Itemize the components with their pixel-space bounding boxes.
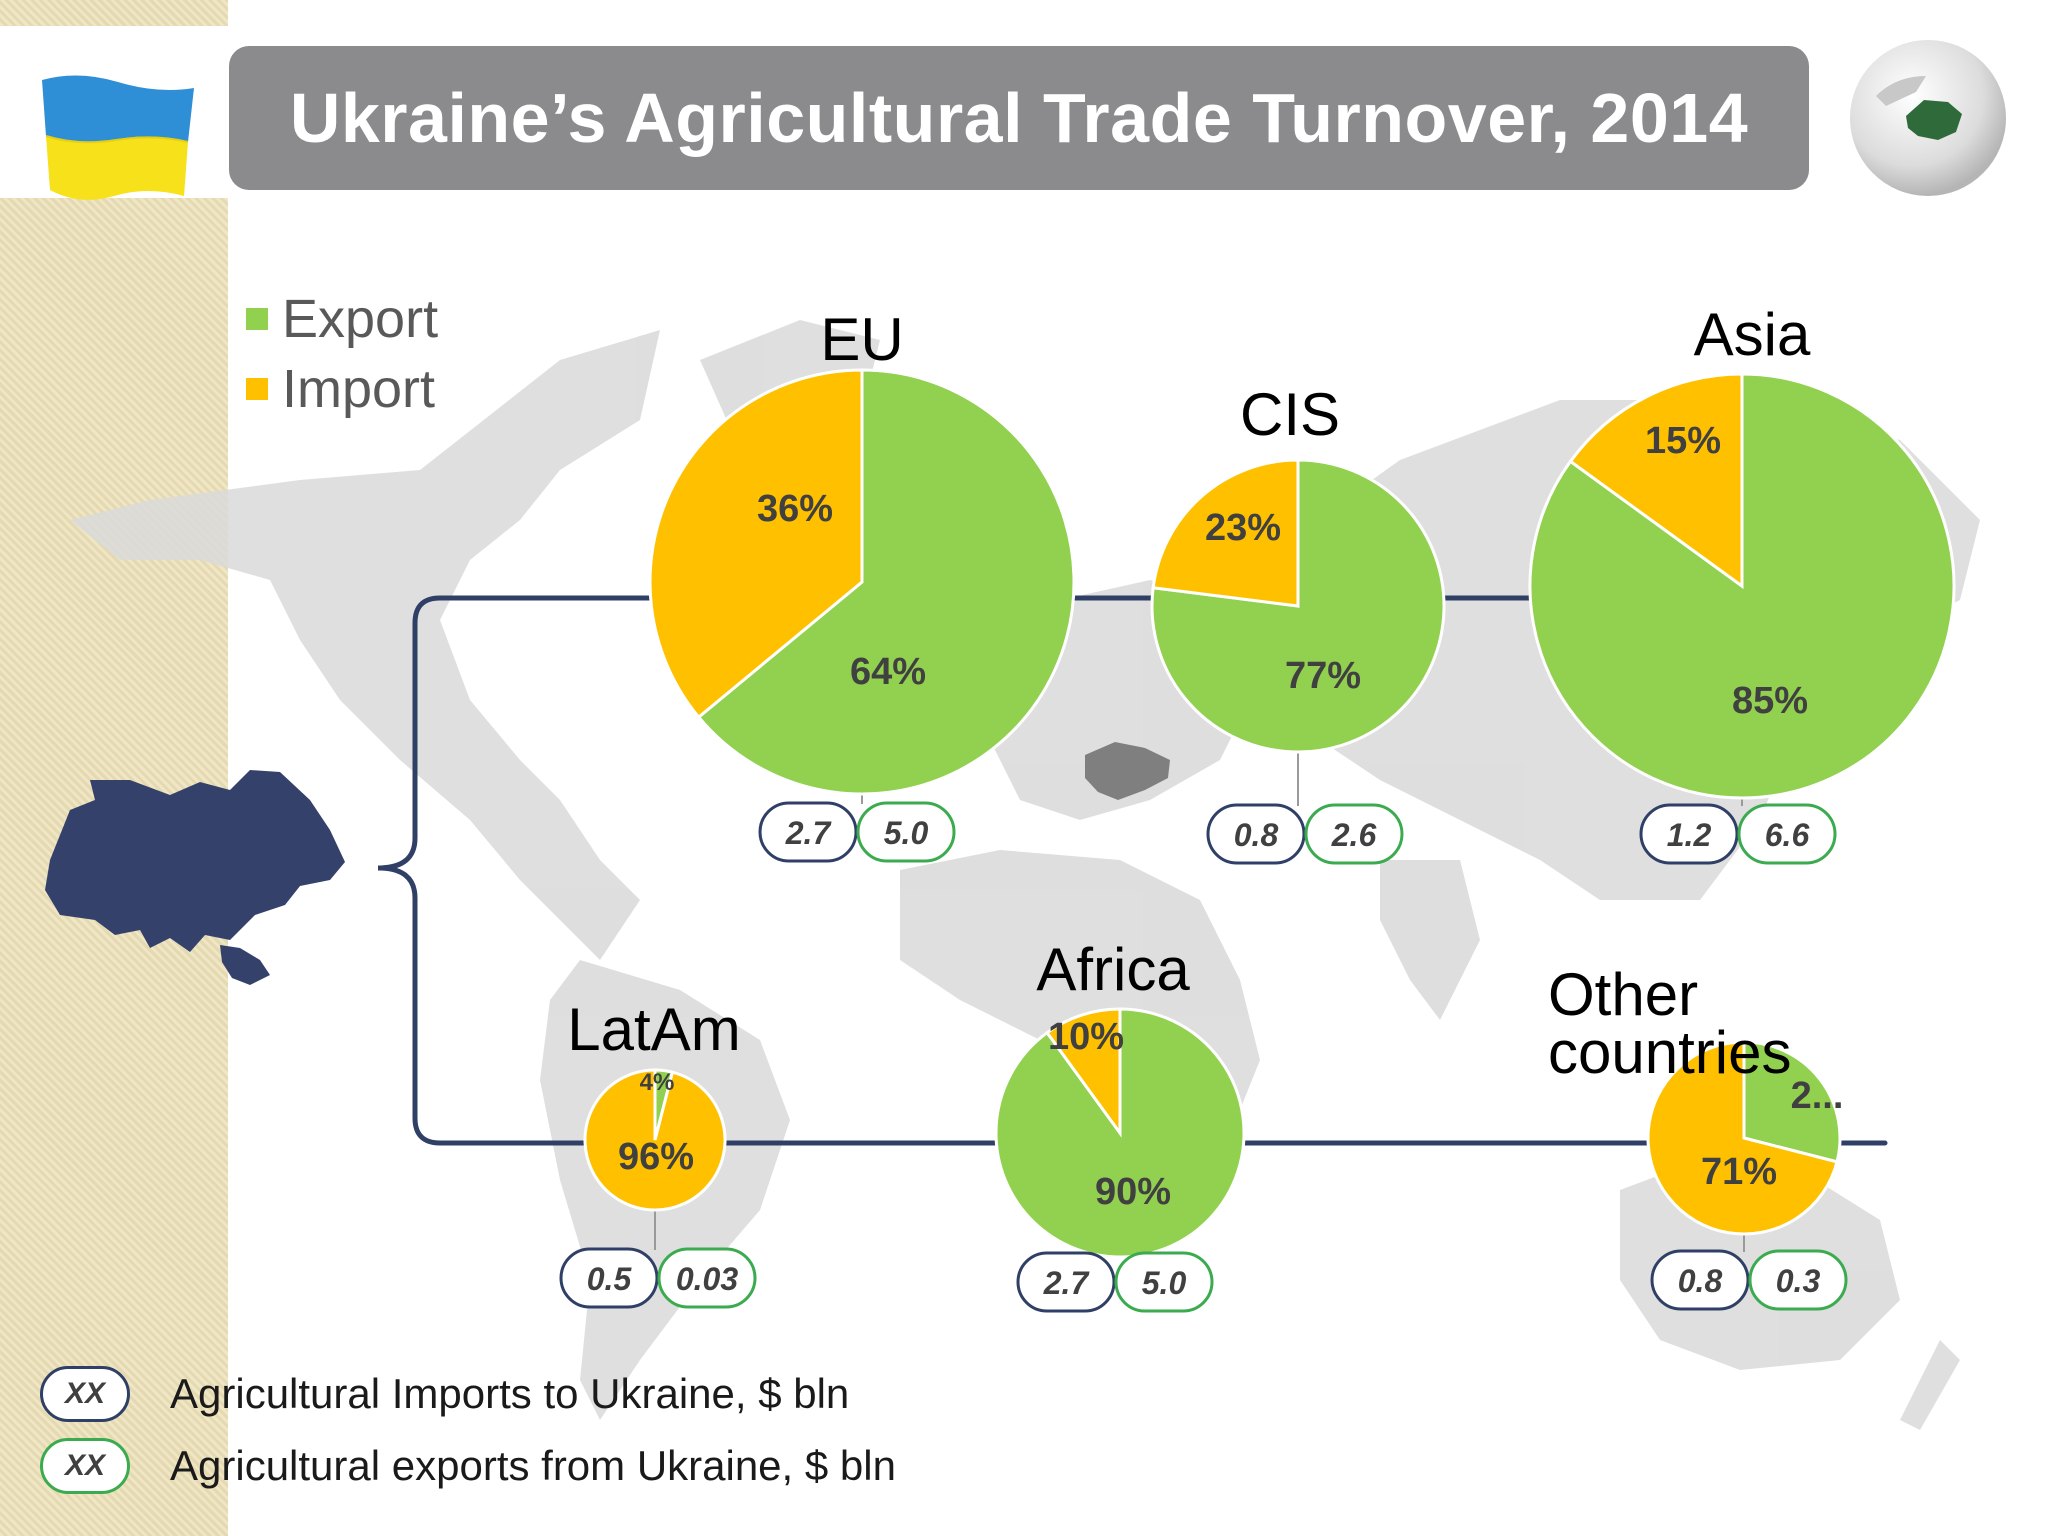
pill-imports-value-latam: 0.5 [587,1261,633,1297]
key-row-imports: XX Agricultural Imports to Ukraine, $ bl… [40,1358,896,1430]
slice-import-eu [648,368,864,720]
pill-exports-eu [856,801,956,863]
pill-exports-value-other-countries: 0.3 [1776,1263,1821,1299]
slice-export-asia [1528,372,1956,800]
region-title-line-2: countries [1548,1019,1791,1086]
value-key: XX Agricultural Imports to Ukraine, $ bl… [40,1358,896,1502]
value-pills-cis: 0.8 2.6 [1206,803,1404,865]
pill-imports-value-africa: 2.7 [1043,1265,1091,1301]
slice-export-other-countries [1742,1040,1842,1164]
data-label-export-cis: 77% [1285,655,1361,697]
data-label-import-africa: 10% [1048,1016,1124,1058]
slice-export-eu [696,368,1076,796]
value-pills-eu: 2.7 5.0 [758,801,956,863]
region-title-cis: CIS [1240,381,1340,448]
pill-imports-asia [1639,803,1739,865]
connector-lines [377,595,1888,1146]
pill-imports-value-cis: 0.8 [1234,817,1279,853]
india-shape [1380,860,1480,1020]
pill-imports-africa [1016,1251,1116,1313]
legend-label-export: Export [282,289,439,349]
pill-exports-value-asia: 6.6 [1765,817,1810,853]
ukraine-map-icon [45,770,345,985]
data-label-import-asia: 15% [1645,420,1721,462]
north-america-shape [70,330,660,960]
pill-exports-value-eu: 5.0 [884,815,929,851]
key-text-exports: Agricultural exports from Ukraine, $ bln [170,1442,896,1489]
pill-exports-value-latam: 0.03 [676,1261,738,1297]
pill-imports-cis [1206,803,1306,865]
ukraine-flag-icon [42,75,194,200]
region-title-asia: Asia [1694,301,1811,368]
pill-imports-value-other-countries: 0.8 [1678,1263,1723,1299]
pie-asia: Asia 15% 85% 1.2 6.6 [1528,301,1956,865]
pill-exports-other-countries [1748,1249,1848,1311]
legend-swatch-import [246,378,268,400]
value-pills-africa: 2.7 5.0 [1016,1251,1214,1313]
data-label-export-africa: 90% [1095,1171,1171,1213]
value-pills-other-countries: 0.8 0.3 [1650,1249,1848,1311]
data-label-import-eu: 36% [757,488,833,530]
legend-swatch-export [246,308,268,330]
data-label-export-asia: 85% [1732,680,1808,722]
pies-group: EU 36% 64% 2.7 5.0 CIS 23% 77% 0.8 2.6 Asia 15% 85% 1… [559,301,1956,1313]
value-pills-latam: 0.5 0.03 [559,1247,757,1309]
value-pills-asia: 1.2 6.6 [1639,803,1837,865]
key-pill-exports: XX [40,1438,130,1494]
slice-import-cis [1151,458,1300,608]
key-text-imports: Agricultural Imports to Ukraine, $ bln [170,1370,850,1417]
pill-exports-latam [657,1247,757,1309]
pill-exports-cis [1304,803,1404,865]
decorative-side-strip [0,0,228,1536]
globe-china-icon [1850,40,2006,196]
slice-import-latam [583,1068,727,1212]
pill-imports-other-countries [1650,1249,1750,1311]
page-title: Ukraine’s Agricultural Trade Turnover, 2… [229,46,1809,190]
new-zealand-shape [1900,1340,1960,1430]
legend-item-import: Import [246,354,438,424]
data-label-export-eu: 64% [850,651,926,693]
pill-imports-value-eu: 2.7 [785,815,833,851]
flag-panel [0,26,228,200]
pill-imports-eu [758,801,858,863]
slice-import-asia [1568,372,1744,589]
slice-import-other-countries [1646,1040,1839,1236]
region-title-eu: EU [820,306,903,373]
pie-cis: CIS 23% 77% 0.8 2.6 [1150,381,1446,865]
map-ukraine-highlight [1085,742,1170,800]
pie-eu: EU 36% 64% 2.7 5.0 [648,306,1076,863]
connector-bracket [377,595,1888,1146]
region-title-africa: Africa [1036,936,1190,1003]
pill-exports-asia [1737,803,1837,865]
pill-exports-value-africa: 5.0 [1142,1265,1187,1301]
region-title-line-1: Other [1548,961,1698,1028]
pie-africa: Africa 10% 90% 2.7 5.0 [994,936,1246,1313]
data-label-import-latam: 96% [618,1136,694,1178]
pill-exports-value-cis: 2.6 [1331,817,1377,853]
legend-label-import: Import [282,359,436,419]
pill-imports-latam [559,1247,659,1309]
data-label-import-other-countries: 71% [1701,1151,1777,1193]
pie-latam: LatAm 96% 4% 0.5 0.03 [559,996,757,1309]
region-title-other-countries: Other countries [1548,961,1791,1086]
legend-item-export: Export [246,284,438,354]
key-row-exports: XX Agricultural exports from Ukraine, $ … [40,1430,896,1502]
data-label-export-other-countries: 2... [1791,1075,1844,1117]
region-title-latam: LatAm [567,996,740,1063]
pill-imports-value-asia: 1.2 [1667,817,1712,853]
pill-exports-africa [1114,1251,1214,1313]
slice-import-africa [1045,1007,1122,1138]
key-pill-imports: XX [40,1366,130,1422]
chart-legend: Export Import [246,284,438,424]
data-label-import-cis: 23% [1205,507,1281,549]
pie-other-countries: Other countries 71% 2... 0.8 0.3 [1548,961,1848,1311]
data-label-export-latam: 4% [640,1069,675,1096]
